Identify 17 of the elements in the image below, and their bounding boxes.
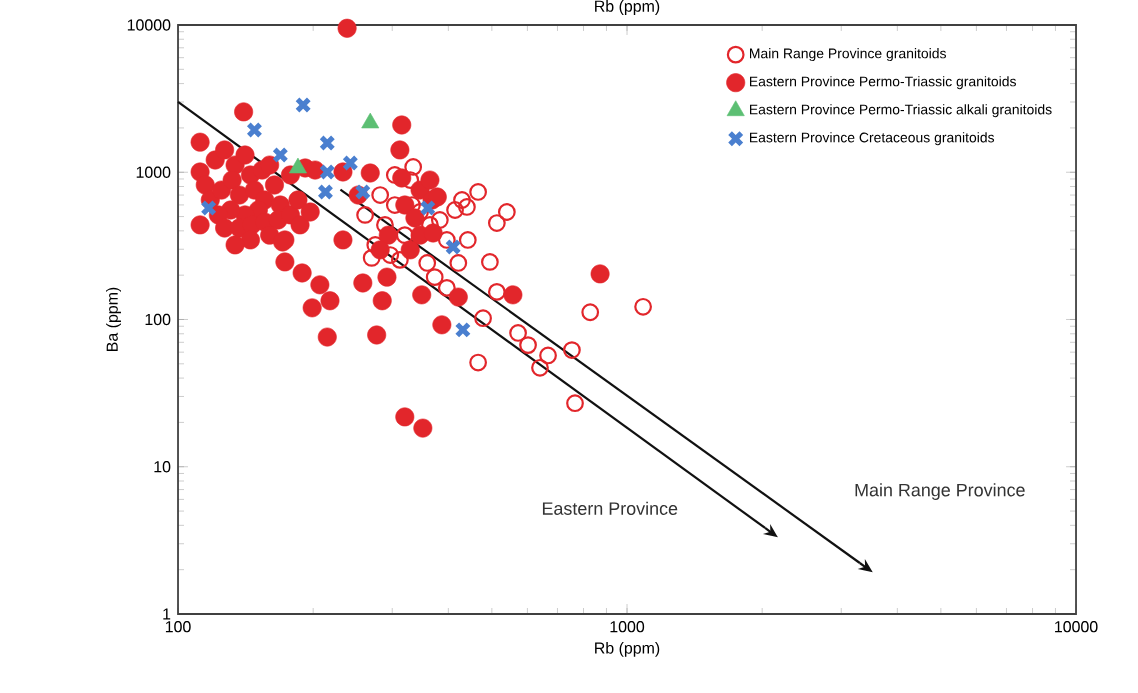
y-tick-label: 10 — [154, 461, 171, 473]
text: Main Range Province — [855, 483, 1025, 500]
legend-label: Eastern Province Permo-Triassic alkali granitoids — [750, 104, 1052, 118]
x-tick-label: 1000 — [610, 621, 645, 633]
y-tick-label: 1000 — [136, 166, 171, 178]
series-label: Eastern Province — [542, 501, 678, 515]
y-axis-title: Ba (ppm) — [106, 287, 121, 351]
legend-label: Eastern Province Cretaceous granitoids — [750, 132, 995, 146]
legend-label: Main Range Province granitoids — [750, 48, 946, 62]
x-tick-label: 100 — [165, 621, 191, 633]
x-axis-title: Rb (ppm) — [595, 641, 660, 657]
y-tick-label: 1 — [163, 608, 171, 620]
legend-label: Eastern Province Permo-Triassic granitoids — [750, 76, 1016, 90]
x2-axis-title: Rb (ppm) — [595, 0, 660, 15]
y-tick-label: 10000 — [127, 19, 171, 31]
y-tick-label: 100 — [145, 313, 171, 326]
x-tick-label: 10000 — [1055, 621, 1098, 633]
